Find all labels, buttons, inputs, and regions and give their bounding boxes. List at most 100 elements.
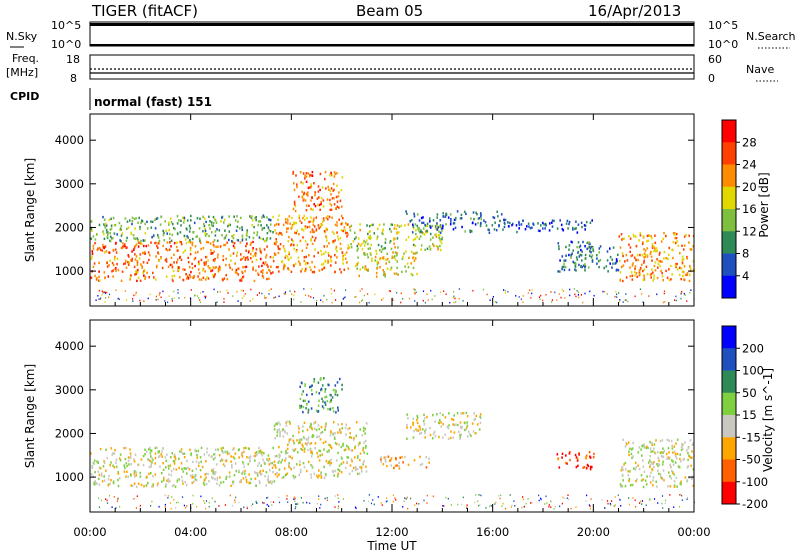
data-cell <box>538 296 541 298</box>
data-cell <box>539 298 541 300</box>
data-cell <box>248 447 250 451</box>
data-cell <box>424 301 426 304</box>
data-cell <box>473 217 475 221</box>
colorbar-segment <box>722 392 736 416</box>
data-cell <box>551 299 553 301</box>
data-cell <box>202 276 205 279</box>
data-cell <box>143 250 146 254</box>
data-cell <box>324 259 327 262</box>
data-cell <box>242 290 244 292</box>
data-cell <box>173 261 175 264</box>
data-cell <box>144 453 146 456</box>
data-cell <box>454 226 457 229</box>
data-cell <box>472 289 474 292</box>
data-cell <box>622 279 624 283</box>
data-cell <box>224 236 227 239</box>
data-cell <box>205 472 207 476</box>
data-cell <box>234 271 237 274</box>
data-cell <box>405 250 407 253</box>
data-cell <box>190 289 192 291</box>
data-cell <box>628 453 630 457</box>
data-cell <box>672 256 674 260</box>
data-cell <box>257 472 259 475</box>
data-cell <box>692 442 695 445</box>
data-cell <box>376 237 378 240</box>
data-cell <box>311 452 314 455</box>
data-cell <box>384 246 386 250</box>
data-cell <box>321 397 323 400</box>
data-cell <box>382 256 385 259</box>
data-cell <box>649 465 651 469</box>
data-cell <box>421 462 424 466</box>
data-cell <box>135 255 138 258</box>
data-cell <box>233 215 235 218</box>
data-cell <box>151 220 154 223</box>
data-cell <box>258 236 261 239</box>
data-cell <box>502 502 504 505</box>
data-cell <box>598 251 600 254</box>
data-cell <box>286 451 289 455</box>
data-cell <box>663 450 666 453</box>
data-cell <box>606 500 609 502</box>
data-cell <box>216 228 218 231</box>
data-cell <box>293 182 295 185</box>
ytick-label: 1000 <box>55 470 84 484</box>
data-cell <box>264 261 267 264</box>
data-cell <box>474 501 476 504</box>
data-cell <box>680 297 682 300</box>
data-cell <box>587 266 590 269</box>
data-cell <box>390 266 393 269</box>
data-cell <box>140 263 142 266</box>
data-cell <box>657 450 659 454</box>
data-cell <box>689 439 692 442</box>
data-cell <box>299 219 301 223</box>
data-cell <box>124 262 127 265</box>
data-cell <box>214 273 216 276</box>
data-cell <box>343 296 345 299</box>
data-cell <box>208 505 210 508</box>
data-cell <box>311 464 313 468</box>
data-cell <box>392 251 394 254</box>
data-cell <box>548 505 550 508</box>
data-cell <box>345 231 347 235</box>
data-cell <box>262 501 264 504</box>
data-cell <box>98 506 101 508</box>
data-cell <box>190 270 192 274</box>
data-cell <box>633 235 635 238</box>
data-cell <box>206 451 208 454</box>
data-cell <box>431 298 433 301</box>
data-cell <box>170 221 173 224</box>
data-cell <box>307 186 310 190</box>
data-cell <box>324 428 326 431</box>
data-cell <box>286 255 289 258</box>
data-cell <box>373 503 375 506</box>
data-cell <box>302 410 304 414</box>
data-cell <box>631 456 633 460</box>
data-cell <box>652 462 654 466</box>
data-cell <box>268 277 270 280</box>
data-cell <box>496 301 498 304</box>
data-cell <box>590 251 592 254</box>
data-cell <box>574 227 576 231</box>
data-cell <box>249 300 251 302</box>
data-cell <box>321 186 324 189</box>
data-cell <box>224 504 226 506</box>
data-cell <box>370 253 372 256</box>
data-cell <box>352 240 355 243</box>
data-cell <box>293 466 295 469</box>
data-cell <box>186 235 188 238</box>
data-cell <box>532 222 534 225</box>
data-cell <box>631 254 634 257</box>
data-cell <box>385 262 387 265</box>
data-cell <box>194 448 196 452</box>
data-cell <box>158 259 160 262</box>
data-cell <box>142 239 145 242</box>
data-cell <box>214 471 217 474</box>
data-cell <box>311 170 314 174</box>
data-cell <box>629 447 631 450</box>
data-cell <box>657 464 659 468</box>
data-cell <box>303 447 306 450</box>
data-cell <box>336 231 338 234</box>
data-cell <box>197 464 200 467</box>
data-cell <box>434 295 436 297</box>
